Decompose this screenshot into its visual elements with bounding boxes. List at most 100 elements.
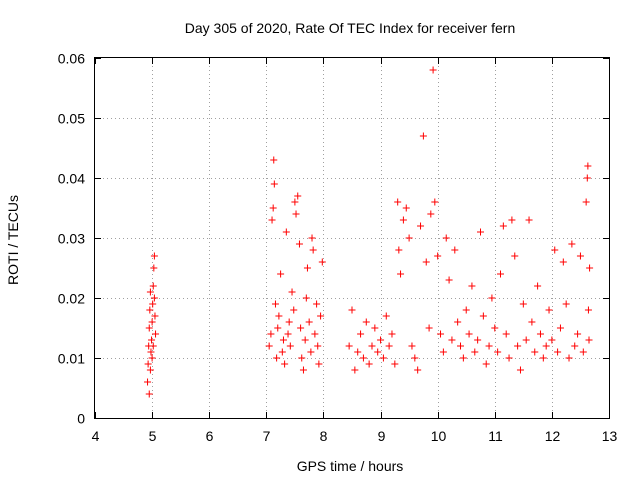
data-point [147, 348, 155, 356]
data-point [471, 348, 479, 356]
data-point [152, 330, 160, 338]
data-point [146, 288, 154, 296]
data-point [145, 390, 153, 398]
x-tick-label: 7 [263, 428, 271, 444]
x-tick-label: 12 [545, 428, 561, 444]
data-point [295, 240, 303, 248]
data-point [402, 204, 410, 212]
data-point [281, 360, 289, 368]
data-point [345, 342, 353, 350]
data-point [357, 330, 365, 338]
data-point [584, 162, 592, 170]
data-point [278, 348, 286, 356]
data-point [149, 282, 157, 290]
data-point [445, 276, 453, 284]
data-point [285, 318, 293, 326]
data-point [275, 312, 283, 320]
data-point [317, 312, 325, 320]
data-point [499, 222, 507, 230]
data-point [271, 300, 279, 308]
data-point [516, 366, 524, 374]
data-point [309, 246, 317, 254]
data-point [579, 348, 587, 356]
data-point [394, 198, 402, 206]
data-point [576, 252, 584, 260]
data-point [442, 234, 450, 242]
data-point [148, 354, 156, 362]
data-point [379, 354, 387, 362]
data-point [298, 354, 306, 362]
data-point [477, 228, 484, 236]
data-point [448, 336, 456, 344]
data-point [405, 234, 413, 242]
data-point [391, 360, 399, 368]
data-point [311, 330, 319, 338]
data-point [290, 306, 298, 314]
data-point [144, 378, 152, 386]
data-point [145, 324, 153, 332]
data-point [277, 270, 285, 278]
data-point [457, 342, 465, 350]
data-point [303, 264, 311, 272]
data-point [288, 288, 296, 296]
data-point [429, 66, 437, 74]
data-point [417, 222, 425, 230]
data-point [482, 360, 490, 368]
data-point [348, 306, 356, 314]
data-point [539, 354, 547, 362]
data-point [425, 324, 433, 332]
data-point [427, 210, 435, 218]
data-point [571, 342, 579, 350]
data-point [551, 246, 559, 254]
y-tick-label: 0 [77, 411, 85, 427]
data-point [565, 354, 573, 362]
data-point [485, 342, 493, 350]
data-point [514, 342, 522, 350]
data-point [531, 348, 539, 356]
data-point [146, 306, 154, 314]
data-point [313, 300, 321, 308]
data-point [148, 336, 156, 344]
data-point [286, 342, 294, 350]
data-point [297, 324, 305, 332]
data-point [149, 342, 157, 350]
x-tick-label: 10 [431, 428, 447, 444]
data-point [568, 240, 576, 248]
data-point [388, 330, 396, 338]
data-point [554, 348, 562, 356]
data-point [439, 348, 447, 356]
data-point [494, 348, 502, 356]
data-point [274, 324, 282, 332]
data-point [279, 336, 287, 344]
y-tick-label: 0.06 [58, 51, 85, 67]
data-point [496, 270, 504, 278]
x-tick-label: 6 [206, 428, 214, 444]
data-point [462, 306, 470, 314]
data-point [584, 306, 592, 314]
data-point [397, 270, 405, 278]
data-point [307, 348, 315, 356]
data-point [146, 366, 154, 374]
data-points [144, 66, 594, 398]
data-point [269, 204, 277, 212]
data-point [491, 324, 499, 332]
data-point [586, 264, 594, 272]
data-point [365, 360, 373, 368]
data-point [354, 348, 362, 356]
data-point [301, 336, 309, 344]
x-tick-label: 9 [378, 428, 386, 444]
data-point [291, 198, 299, 206]
data-point [318, 258, 326, 266]
data-point [468, 282, 476, 290]
data-point [270, 156, 278, 164]
data-point [536, 330, 544, 338]
data-point [265, 342, 273, 350]
y-axis-label: ROTI / TECUs [5, 195, 21, 285]
y-tick-label: 0.01 [58, 351, 85, 367]
x-tick-label: 8 [320, 428, 328, 444]
grid [95, 58, 609, 418]
data-point [150, 264, 158, 272]
data-point [454, 318, 462, 326]
data-point [545, 306, 553, 314]
x-tick-label: 13 [602, 428, 618, 444]
